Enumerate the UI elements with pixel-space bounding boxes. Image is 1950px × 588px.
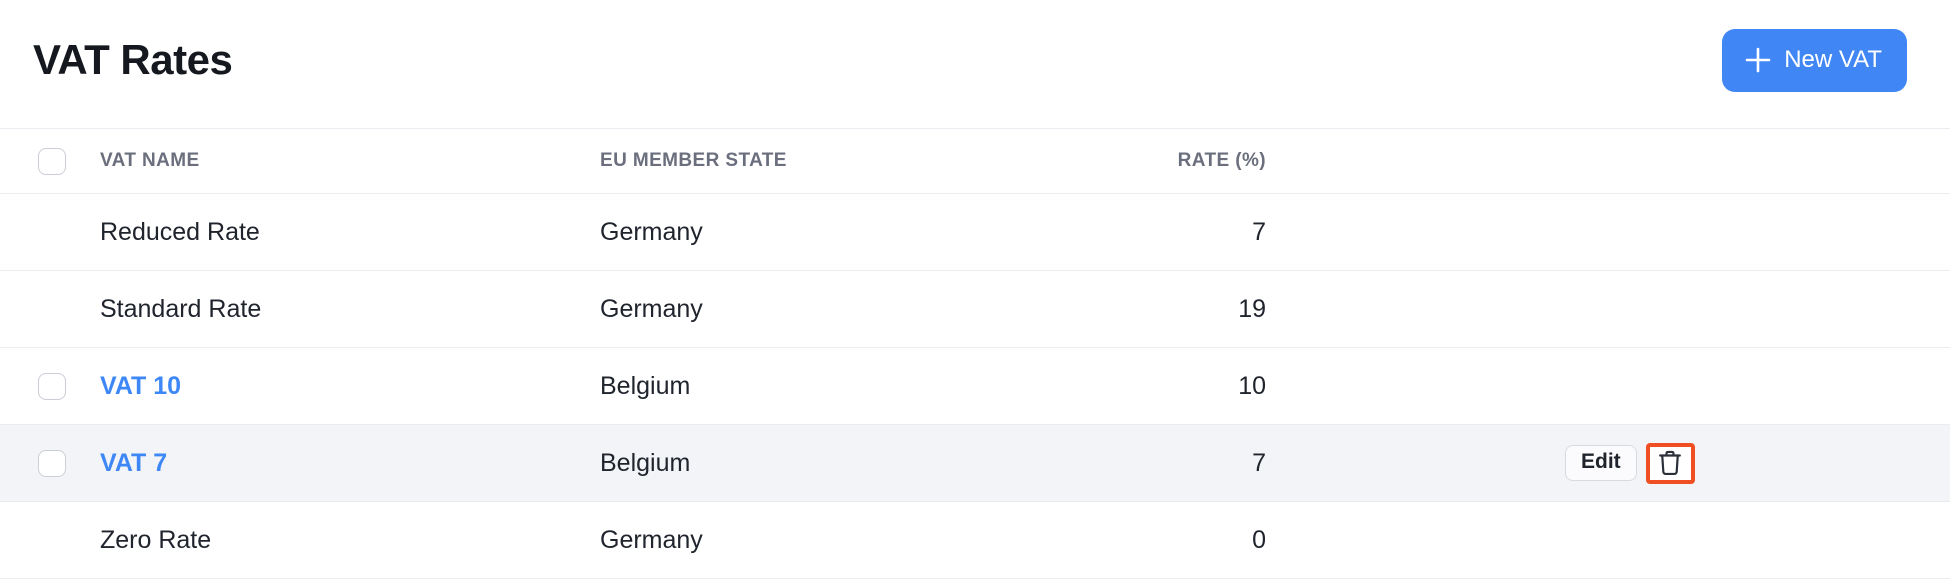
select-all-checkbox[interactable] (38, 147, 66, 175)
vat-rates-table: VAT NAME EU MEMBER STATE RATE (%) Reduce… (0, 128, 1950, 579)
row-checkbox-cell (0, 372, 100, 400)
table-row: Reduced Rate Germany 7 (0, 194, 1950, 271)
header-checkbox-cell (0, 147, 100, 175)
vat-name-link[interactable]: VAT 7 (100, 448, 168, 477)
row-checkbox-cell (0, 449, 100, 477)
rate-value: 19 (1238, 294, 1266, 323)
vat-name-link[interactable]: VAT 10 (100, 371, 182, 400)
eu-member-state: Germany (600, 525, 703, 554)
eu-member-state: Germany (600, 294, 703, 323)
eu-member-state: Belgium (600, 371, 691, 400)
row-checkbox-cell (0, 527, 100, 554)
new-vat-button-label: New VAT (1784, 46, 1882, 73)
eu-member-state: Belgium (600, 448, 691, 477)
page-header: VAT Rates New VAT (0, 0, 1950, 128)
column-header-eu-member-state: EU MEMBER STATE (600, 150, 787, 171)
delete-button[interactable] (1645, 442, 1695, 484)
table-header-row: VAT NAME EU MEMBER STATE RATE (%) (0, 128, 1950, 194)
table-row: VAT 10 Belgium 10 (0, 348, 1950, 425)
vat-name: Standard Rate (100, 294, 262, 323)
vat-name: Reduced Rate (100, 217, 260, 246)
rate-value: 7 (1252, 448, 1266, 477)
column-header-vat-name: VAT NAME (100, 150, 200, 171)
vat-name: Zero Rate (100, 525, 212, 554)
page-title: VAT Rates (33, 36, 233, 83)
row-actions: Edit (1266, 442, 1950, 484)
table-body: Reduced Rate Germany 7 Standard Rate Ger… (0, 194, 1950, 579)
row-checkbox[interactable] (38, 372, 66, 400)
eu-member-state: Germany (600, 217, 703, 246)
new-vat-button[interactable]: New VAT (1722, 28, 1907, 92)
rate-value: 0 (1252, 525, 1266, 554)
table-row: Standard Rate Germany 19 (0, 271, 1950, 348)
table-row: Zero Rate Germany 0 (0, 502, 1950, 579)
rate-value: 10 (1238, 371, 1266, 400)
trash-icon (1656, 448, 1684, 478)
rate-value: 7 (1252, 217, 1266, 246)
table-row: VAT 7 Belgium 7 Edit (0, 425, 1950, 502)
edit-button[interactable]: Edit (1565, 445, 1637, 481)
plus-icon (1743, 45, 1773, 75)
row-checkbox-cell (0, 219, 100, 246)
row-checkbox-cell (0, 296, 100, 323)
column-header-rate: RATE (%) (1177, 150, 1266, 171)
row-checkbox[interactable] (38, 449, 66, 477)
